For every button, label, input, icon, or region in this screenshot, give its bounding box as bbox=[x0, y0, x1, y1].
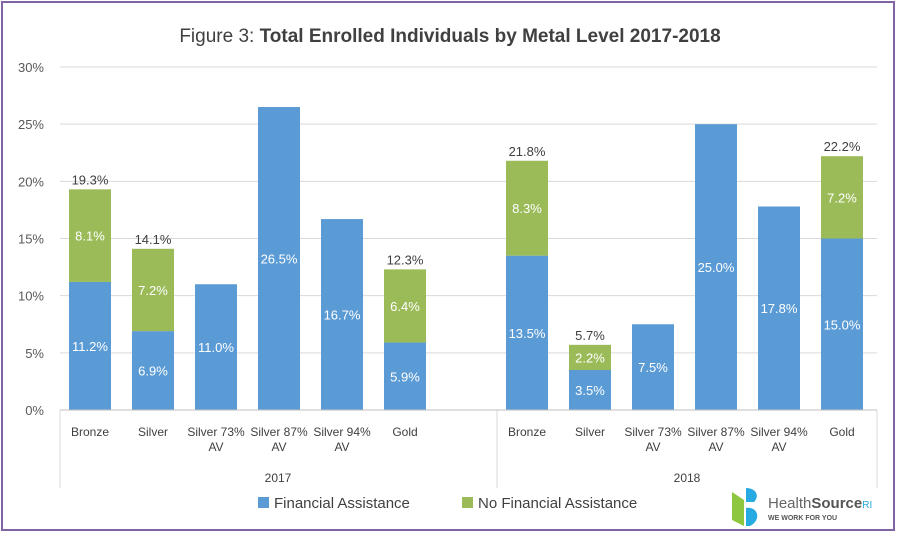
bar-no-assistance bbox=[821, 156, 863, 239]
bar-assistance bbox=[758, 206, 800, 410]
bar-assistance bbox=[506, 255, 548, 410]
category-label: Gold bbox=[392, 425, 417, 439]
total-label: 21.8% bbox=[509, 144, 546, 159]
title-prefix: Figure 3: bbox=[179, 26, 260, 47]
svg-text:WE WORK FOR YOU: WE WORK FOR YOU bbox=[768, 515, 837, 522]
data-label: 5.9% bbox=[390, 369, 420, 384]
category-label: AV bbox=[771, 440, 786, 454]
bar-assistance bbox=[321, 219, 363, 410]
category-label: Silver 87% bbox=[687, 425, 745, 439]
data-label: 26.5% bbox=[261, 252, 298, 267]
group-label: 2017 bbox=[265, 471, 292, 485]
bar-no-assistance bbox=[69, 189, 111, 282]
data-label: 16.7% bbox=[324, 308, 361, 323]
chart-title: Figure 3: Total Enrolled Individuals by … bbox=[0, 26, 900, 48]
category-label: Silver 73% bbox=[624, 425, 682, 439]
legend-label: Financial Assistance bbox=[274, 495, 410, 512]
data-label: 17.8% bbox=[761, 301, 798, 316]
bar-assistance bbox=[258, 107, 300, 411]
bar-assistance bbox=[695, 124, 737, 411]
category-label: AV bbox=[334, 440, 349, 454]
total-label: 19.3% bbox=[72, 172, 109, 187]
total-label: 22.2% bbox=[824, 139, 861, 154]
bar-no-assistance bbox=[506, 160, 548, 256]
data-label: 7.5% bbox=[638, 360, 668, 375]
title-main: Total Enrolled Individuals by Metal Leve… bbox=[259, 26, 721, 47]
y-tick-label: 25% bbox=[18, 117, 44, 132]
data-label: 11.2% bbox=[72, 339, 108, 354]
data-label: 8.3% bbox=[512, 201, 542, 216]
data-label: 2.2% bbox=[575, 350, 605, 365]
data-label: 6.9% bbox=[138, 364, 168, 379]
legend-swatch bbox=[258, 497, 269, 508]
bar-assistance bbox=[132, 331, 174, 410]
category-label: AV bbox=[708, 440, 723, 454]
bar-assistance bbox=[569, 369, 611, 410]
y-tick-label: 5% bbox=[25, 346, 44, 361]
data-label: 7.2% bbox=[827, 190, 857, 205]
category-label: Bronze bbox=[71, 425, 109, 439]
data-label: 13.5% bbox=[509, 326, 546, 341]
y-tick-label: 15% bbox=[18, 232, 44, 247]
y-tick-label: 30% bbox=[18, 60, 44, 75]
data-label: 15.0% bbox=[824, 317, 861, 332]
data-label: 8.1% bbox=[75, 229, 105, 244]
group-label: 2018 bbox=[674, 471, 701, 485]
data-label: 25.0% bbox=[698, 260, 735, 275]
category-label: AV bbox=[645, 440, 660, 454]
legend-label: No Financial Assistance bbox=[478, 495, 637, 512]
bar-assistance bbox=[195, 284, 237, 410]
bar-assistance bbox=[632, 324, 674, 410]
bar-no-assistance bbox=[569, 344, 611, 370]
bar-no-assistance bbox=[132, 248, 174, 332]
data-label: 3.5% bbox=[575, 383, 605, 398]
total-label: 12.3% bbox=[387, 252, 424, 267]
category-label: Silver bbox=[575, 425, 605, 439]
bar-assistance bbox=[384, 342, 426, 410]
legend-swatch bbox=[462, 497, 473, 508]
bar-no-assistance bbox=[384, 269, 426, 343]
y-tick-label: 20% bbox=[18, 174, 44, 189]
category-label: Silver 94% bbox=[750, 425, 808, 439]
category-label: Silver 73% bbox=[187, 425, 245, 439]
category-label: Silver 87% bbox=[250, 425, 308, 439]
category-label: Silver bbox=[138, 425, 168, 439]
category-label: Gold bbox=[829, 425, 854, 439]
y-tick-label: 0% bbox=[25, 403, 44, 418]
healthsource-logo: HealthSourceRI WE WORK FOR YOU bbox=[732, 488, 872, 526]
category-label: AV bbox=[208, 440, 223, 454]
data-label: 6.4% bbox=[390, 299, 420, 314]
y-tick-label: 10% bbox=[18, 289, 44, 304]
data-label: 11.0% bbox=[198, 340, 234, 355]
total-label: 14.1% bbox=[135, 232, 172, 247]
category-label: AV bbox=[271, 440, 286, 454]
category-label: Bronze bbox=[508, 425, 546, 439]
data-label: 7.2% bbox=[138, 283, 168, 298]
category-label: Silver 94% bbox=[313, 425, 371, 439]
bar-assistance bbox=[821, 238, 863, 410]
total-label: 5.7% bbox=[575, 328, 605, 343]
bar-assistance bbox=[69, 281, 111, 410]
svg-text:HealthSourceRI: HealthSourceRI bbox=[768, 495, 872, 512]
